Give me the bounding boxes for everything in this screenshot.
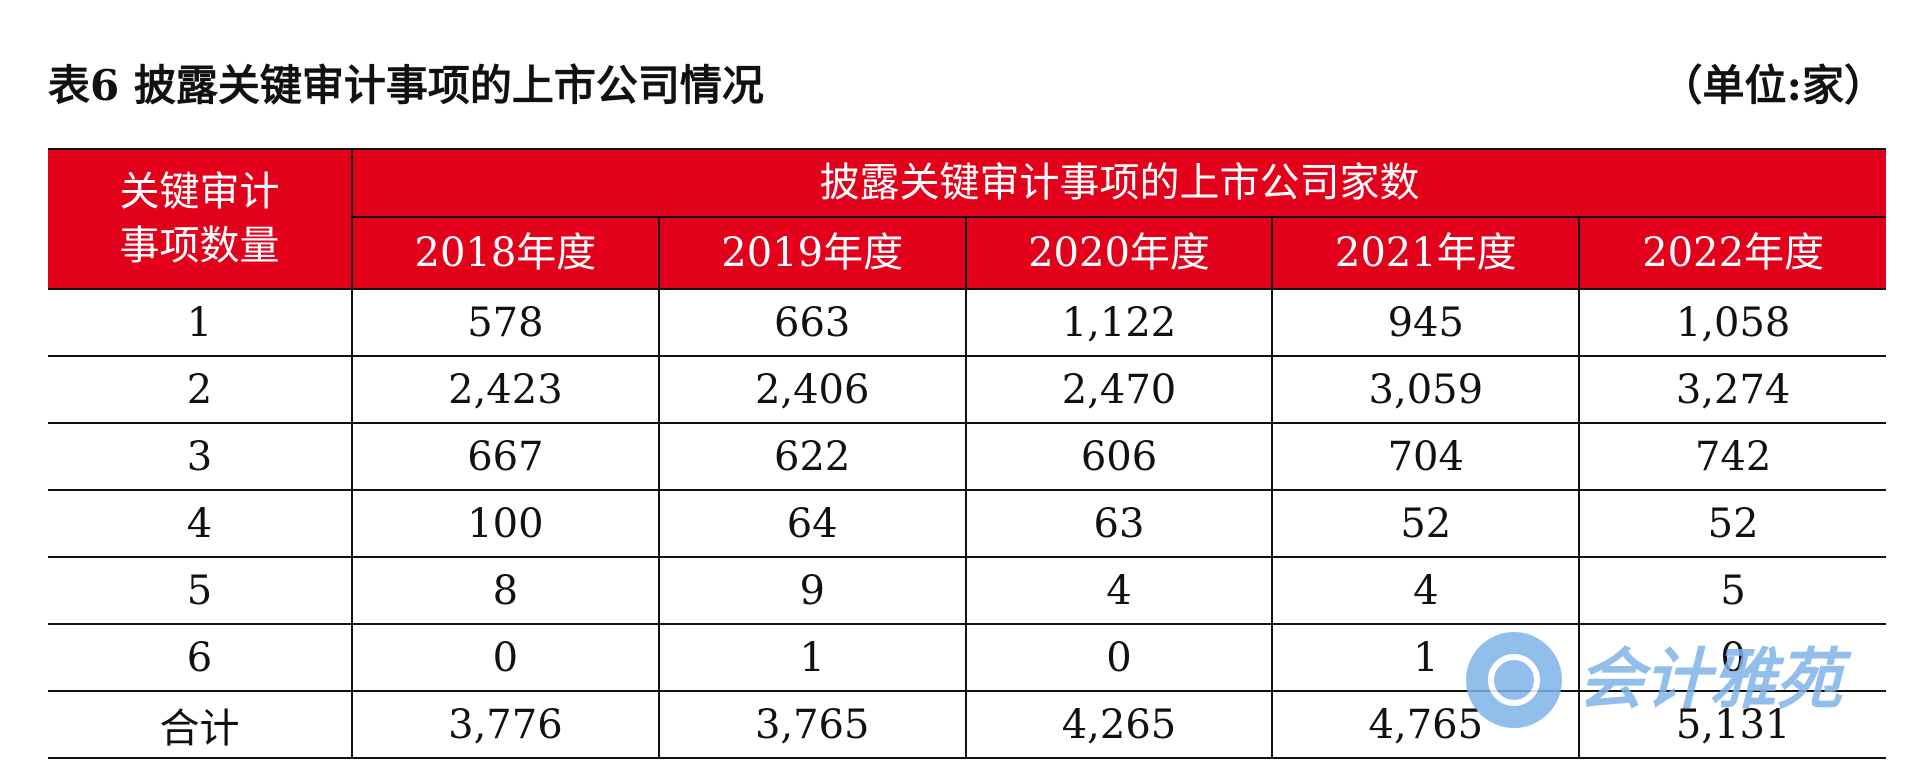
value-cell: 52 [1272, 490, 1581, 558]
value-cell: 2,406 [658, 356, 967, 424]
value-cell: 578 [352, 289, 660, 357]
value-cell: 0 [965, 624, 1274, 692]
value-cell: 63 [965, 490, 1274, 558]
value-cell: 52 [1579, 490, 1887, 558]
row-header-cell: 关键审计 事项数量 [48, 149, 353, 290]
value-cell: 1 [1272, 624, 1581, 692]
data-table: 关键审计 事项数量 披露关键审计事项的上市公司家数 2018年度 2019年度 … [48, 148, 1887, 759]
value-cell: 9 [658, 557, 967, 625]
value-cell: 3,059 [1272, 356, 1581, 424]
value-cell: 606 [965, 423, 1274, 491]
value-cell: 0 [352, 624, 660, 692]
value-cell: 100 [352, 490, 660, 558]
table-body: 1 578 663 1,122 945 1,058 2 2,423 2,406 … [48, 289, 1887, 759]
header-row-top: 关键审计 事项数量 披露关键审计事项的上市公司家数 [48, 149, 1887, 290]
value-cell: 0 [1579, 624, 1887, 692]
table-row-total: 合计 3,776 3,765 4,265 4,765 5,131 [48, 691, 1887, 759]
row-label-cell: 合计 [48, 691, 353, 759]
value-cell: 4 [965, 557, 1274, 625]
value-cell: 945 [1272, 289, 1581, 357]
row-label-cell: 5 [48, 557, 353, 625]
column-header: 2020年度 [965, 217, 1274, 289]
row-header-line-2: 事项数量 [119, 223, 280, 269]
row-label-cell: 6 [48, 624, 353, 692]
row-label-cell: 1 [48, 289, 353, 357]
column-header: 2019年度 [658, 217, 967, 289]
value-cell: 64 [658, 490, 967, 558]
value-cell: 4,265 [965, 691, 1274, 759]
table-header: 关键审计 事项数量 披露关键审计事项的上市公司家数 2018年度 2019年度 … [48, 149, 1887, 290]
value-cell: 704 [1272, 423, 1581, 491]
row-label-cell: 3 [48, 423, 353, 491]
table-row: 2 2,423 2,406 2,470 3,059 3,274 [48, 356, 1887, 424]
value-cell: 5 [1579, 557, 1887, 625]
value-cell: 1,122 [965, 289, 1274, 357]
row-label-cell: 2 [48, 356, 353, 424]
value-cell: 1 [658, 624, 967, 692]
value-cell: 667 [352, 423, 660, 491]
value-cell: 4 [1272, 557, 1581, 625]
value-cell: 3,776 [352, 691, 660, 759]
header-row-years: 2018年度 2019年度 2020年度 2021年度 2022年度 [48, 217, 1887, 289]
group-header-cell: 披露关键审计事项的上市公司家数 [352, 149, 1887, 218]
table-row: 6 0 1 0 1 0 [48, 624, 1887, 692]
value-cell: 2,423 [352, 356, 660, 424]
table-row: 1 578 663 1,122 945 1,058 [48, 289, 1887, 357]
value-cell: 2,470 [965, 356, 1274, 424]
value-cell: 622 [658, 423, 967, 491]
column-header: 2021年度 [1272, 217, 1581, 289]
value-cell: 8 [352, 557, 660, 625]
row-label-cell: 4 [48, 490, 353, 558]
value-cell: 4,765 [1272, 691, 1581, 759]
value-cell: 663 [658, 289, 967, 357]
column-header: 2018年度 [352, 217, 660, 289]
row-header-line-1: 关键审计 [119, 169, 280, 215]
value-cell: 1,058 [1579, 289, 1887, 357]
value-cell: 742 [1579, 423, 1887, 491]
table-row: 3 667 622 606 704 742 [48, 423, 1887, 491]
value-cell: 3,765 [658, 691, 967, 759]
table-title: 表6 披露关键审计事项的上市公司情况 [48, 61, 764, 110]
value-cell: 5,131 [1579, 691, 1887, 759]
title-row: 表6 披露关键审计事项的上市公司情况 （单位:家） [48, 52, 1886, 120]
value-cell: 3,274 [1579, 356, 1887, 424]
unit-label: （单位:家） [1660, 61, 1886, 110]
table-row: 4 100 64 63 52 52 [48, 490, 1887, 558]
table-row: 5 8 9 4 4 5 [48, 557, 1887, 625]
column-header: 2022年度 [1579, 217, 1887, 289]
